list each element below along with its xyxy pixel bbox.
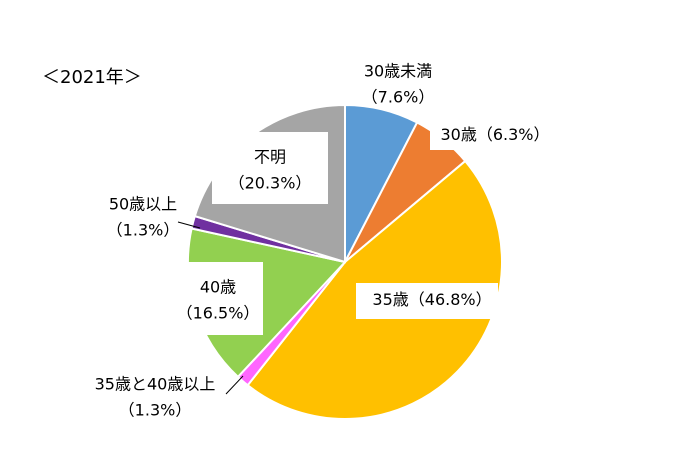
value-label: （46.8%） <box>409 290 492 309</box>
category-label: 30歳 <box>440 125 476 144</box>
leader-line <box>225 375 244 395</box>
value-label: （6.3%） <box>477 125 550 144</box>
category-label: 35歳 <box>372 290 408 309</box>
label-box <box>212 132 328 204</box>
value-label: （16.5%） <box>177 304 260 323</box>
label-box <box>356 283 498 319</box>
chart-title: ＜2021年＞ <box>42 67 142 88</box>
category-label: 30歳未満 <box>364 62 432 81</box>
label-box <box>430 120 560 150</box>
category-label: 不明 <box>254 148 286 167</box>
slice-label: 35歳（46.8%） <box>372 290 491 309</box>
label-box <box>165 262 263 335</box>
category-label: 50歳以上 <box>109 195 177 214</box>
value-label: （1.3%） <box>119 401 192 420</box>
slice-label: 30歳（6.3%） <box>440 125 549 144</box>
value-label: （7.6%） <box>362 88 435 107</box>
value-label: （1.3%） <box>107 221 180 240</box>
value-label: （20.3%） <box>229 174 312 193</box>
category-label: 40歳 <box>200 278 236 297</box>
leader-line <box>177 221 201 229</box>
category-label: 35歳と40歳以上 <box>95 375 216 394</box>
